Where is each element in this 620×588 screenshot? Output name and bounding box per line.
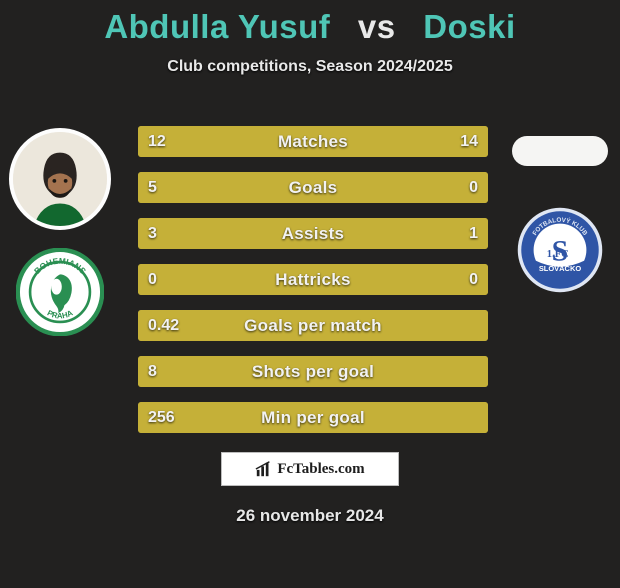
player2-club-crest: FOTBALOVÝ KLUB 1.FC S SLOVÁCKO xyxy=(516,206,604,294)
stat-label: Assists xyxy=(138,218,488,249)
player2-avatar-placeholder xyxy=(512,136,608,166)
crest-right-banner: SLOVÁCKO xyxy=(539,264,582,273)
stat-label: Hattricks xyxy=(138,264,488,295)
player1-club-crest: BOHEMIANS PRAHA xyxy=(16,248,104,336)
stat-label: Goals per match xyxy=(138,310,488,341)
stat-label: Goals xyxy=(138,172,488,203)
stat-row: 0.42Goals per match xyxy=(138,310,488,341)
stat-bars: 1214Matches 50Goals 31Assists 00Hattricks 0.… xyxy=(138,126,488,448)
content-area: BOHEMIANS PRAHA FOTBALOVÝ KLUB 1.FC xyxy=(0,108,620,448)
bars-icon xyxy=(255,460,273,478)
stat-row: 1214Matches xyxy=(138,126,488,157)
stat-row: 256Min per goal xyxy=(138,402,488,433)
stat-row: 50Goals xyxy=(138,172,488,203)
vs-text: vs xyxy=(358,8,396,45)
stat-label: Min per goal xyxy=(138,402,488,433)
brand-badge: FcTables.com xyxy=(221,452,399,486)
player2-name: Doski xyxy=(423,8,515,45)
stat-label: Matches xyxy=(138,126,488,157)
comparison-title: Abdulla Yusuf vs Doski xyxy=(0,8,620,46)
stat-label: Shots per goal xyxy=(138,356,488,387)
stat-row: 00Hattricks xyxy=(138,264,488,295)
right-column: FOTBALOVÝ KLUB 1.FC S SLOVÁCKO xyxy=(500,128,620,294)
crest-right-monogram: S xyxy=(552,235,569,268)
brand-text: FcTables.com xyxy=(277,461,364,478)
player1-name: Abdulla Yusuf xyxy=(104,8,330,45)
stat-row: 8Shots per goal xyxy=(138,356,488,387)
left-column: BOHEMIANS PRAHA xyxy=(0,128,120,336)
subtitle-text: Club competitions, Season 2024/2025 xyxy=(0,58,620,76)
stat-row: 31Assists xyxy=(138,218,488,249)
player1-avatar xyxy=(9,128,111,230)
footer-date: 26 november 2024 xyxy=(0,506,620,526)
